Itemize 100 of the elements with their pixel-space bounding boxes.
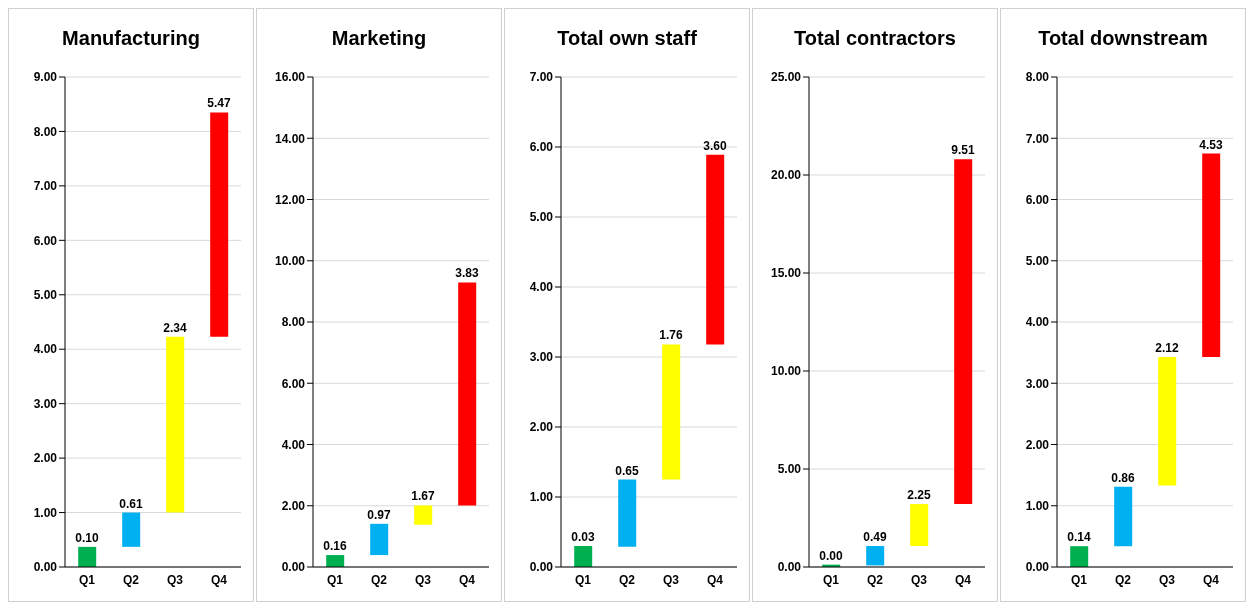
bar [122,512,141,547]
bar [326,555,345,567]
y-tick-label: 10.00 [274,254,306,269]
y-tick-label: 8.00 [1025,70,1050,85]
bar [618,479,637,547]
y-tick-label: 5.00 [1025,254,1050,269]
y-tick-label: 5.00 [33,288,58,303]
y-tick-label: 2.00 [1025,437,1050,452]
bar [662,344,681,480]
x-tick-label: Q2 [618,572,636,587]
x-tick-label: Q3 [166,572,184,587]
x-tick-label: Q2 [122,572,140,587]
annotation: 0.14 [1067,530,1091,545]
y-tick-label: 4.00 [529,280,554,295]
y-tick-label: 3.00 [33,396,58,411]
y-tick-label: 15.00 [770,266,802,281]
y-tick-label: 4.00 [33,342,58,357]
y-tick-label: 0.00 [1025,560,1050,575]
x-tick-label: Q1 [1070,572,1088,587]
y-tick-label: 5.00 [529,210,554,225]
bar [1202,153,1221,357]
annotation: 0.86 [1111,470,1135,485]
bar [414,505,433,525]
x-tick-label: Q3 [414,572,432,587]
y-tick-label: 0.00 [529,560,554,575]
bar [1114,486,1133,547]
y-tick-label: 2.00 [529,420,554,435]
y-tick-label: 4.00 [281,437,306,452]
y-tick-label: 6.00 [281,376,306,391]
chart-title: Total contractors [793,27,957,51]
y-tick-label: 0.00 [281,560,306,575]
y-tick-label: 7.00 [1025,131,1050,146]
bar [866,546,885,566]
annotation: 0.03 [571,530,595,544]
y-tick-label: 16.00 [274,70,306,85]
y-tick-label: 3.00 [529,350,554,365]
y-tick-label: 10.00 [770,364,802,379]
x-tick-label: Q4 [458,572,476,587]
y-tick-label: 6.00 [1025,192,1050,207]
y-tick-label: 2.00 [33,451,58,466]
x-tick-label: Q2 [370,572,388,587]
y-tick-label: 4.00 [1025,315,1050,330]
annotation: 2.25 [907,488,931,503]
x-tick-label: Q1 [574,572,592,587]
y-tick-label: 2.00 [281,499,306,514]
x-tick-label: Q3 [1158,572,1176,587]
y-tick-label: 1.00 [1025,499,1050,514]
annotation: 0.65 [615,463,639,478]
y-tick-label: 1.00 [33,505,58,520]
annotation: 9.51 [951,143,975,158]
y-tick-label: 8.00 [33,124,58,139]
y-tick-label: 0.00 [33,560,58,575]
y-tick-label: 7.00 [33,179,58,194]
x-tick-label: Q2 [1114,572,1132,587]
y-tick-label: 6.00 [529,140,554,155]
x-tick-label: Q1 [78,572,96,587]
annotation: 0.10 [75,530,99,545]
bar [954,159,973,505]
annotation: 3.60 [703,138,727,153]
chart-title: Marketing [330,27,428,51]
y-tick-label: 20.00 [770,168,802,183]
y-tick-label: 7.00 [529,70,554,85]
bar [78,546,97,567]
annotation: 0.00 [819,548,843,563]
bar [370,523,389,556]
bar [1158,356,1177,486]
annotation: 0.49 [863,530,887,545]
x-tick-label: Q3 [662,572,680,587]
annotation: 0.61 [119,496,143,511]
y-tick-label: 14.00 [274,131,306,146]
bar [706,154,725,345]
annotation: 0.16 [323,539,347,554]
annotation: 2.12 [1155,340,1179,355]
chart-title: Manufacturing [61,27,201,51]
y-tick-label: 1.00 [529,490,554,505]
x-tick-label: Q2 [866,572,884,587]
x-tick-label: Q1 [326,572,344,587]
y-tick-label: 3.00 [1025,376,1050,391]
x-tick-label: Q1 [822,572,840,587]
chart-title: Total downstream [1037,27,1209,51]
x-tick-label: Q4 [210,572,228,587]
x-tick-label: Q4 [706,572,724,587]
y-tick-label: 8.00 [281,315,306,330]
y-tick-label: 12.00 [274,192,306,207]
annotation: 4.53 [1199,137,1223,152]
bar [910,504,929,547]
y-tick-label: 25.00 [770,70,802,85]
bar [210,112,229,337]
x-tick-label: Q3 [910,572,928,587]
annotation: 1.67 [411,489,435,504]
y-tick-label: 9.00 [33,70,58,85]
bar [1070,546,1089,567]
y-tick-label: 0.00 [777,560,802,575]
bar [574,546,593,567]
x-tick-label: Q4 [1202,572,1220,587]
annotation: 0.97 [367,507,391,522]
bar [458,282,477,506]
bar [166,336,185,513]
annotation: 1.76 [659,328,683,343]
annotation: 5.47 [207,96,231,111]
